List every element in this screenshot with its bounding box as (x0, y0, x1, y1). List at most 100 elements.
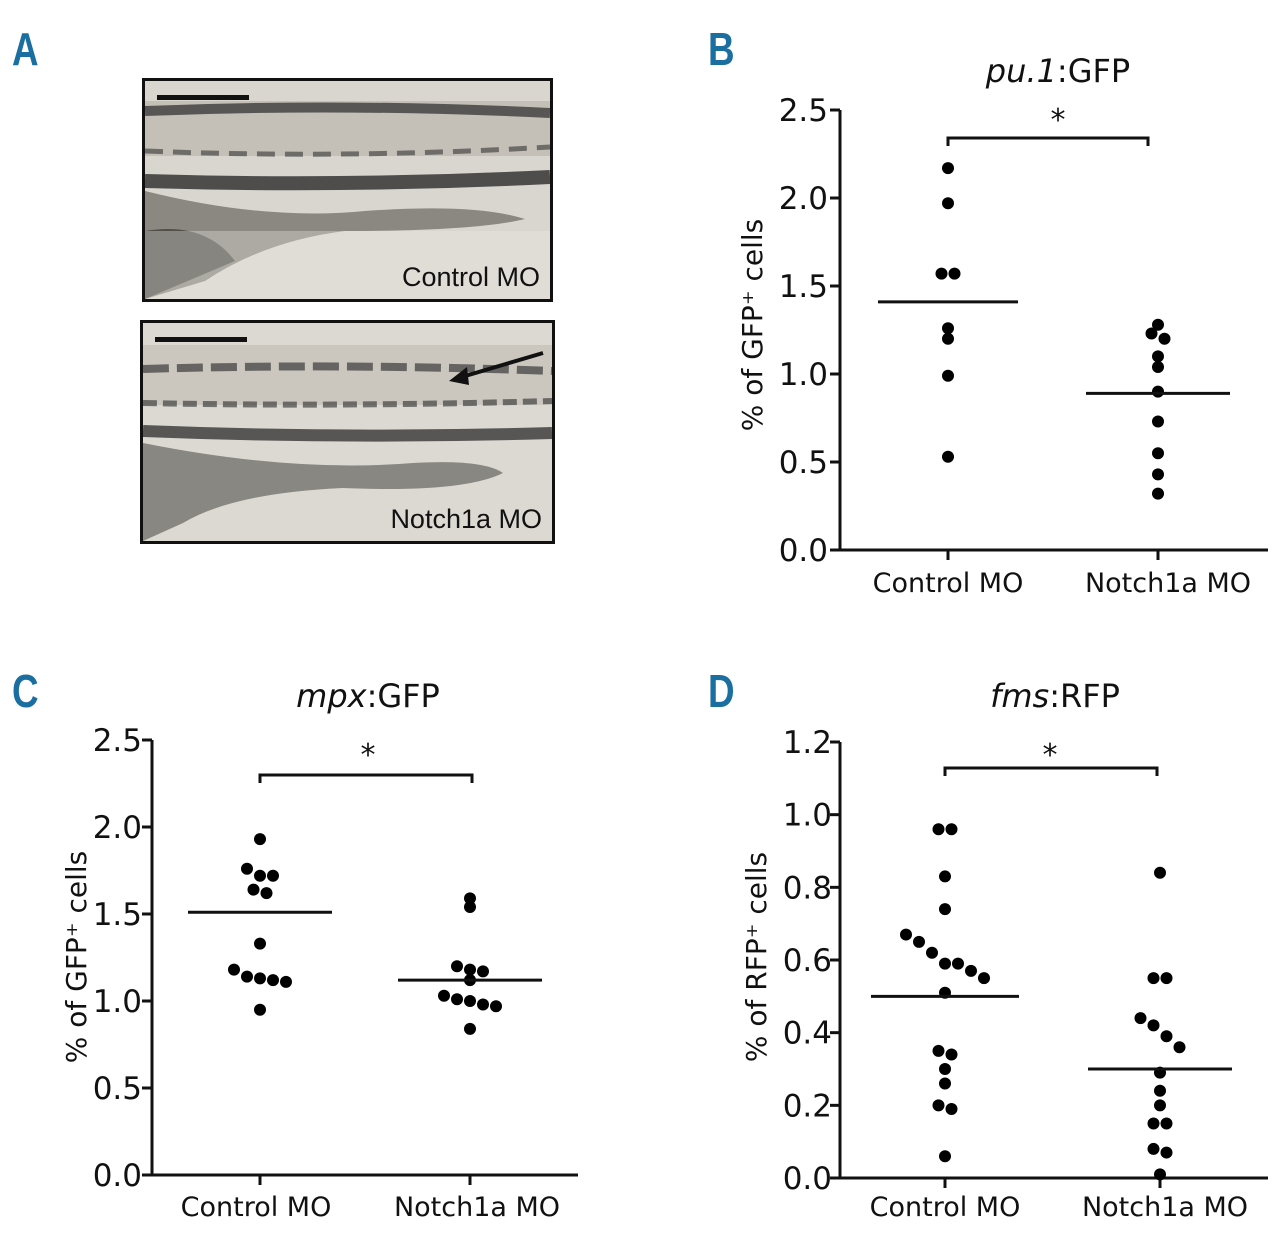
data-point (1147, 972, 1160, 985)
data-point (464, 995, 476, 1007)
data-point (939, 1063, 951, 1075)
data-point (260, 887, 273, 900)
chart-d-xtick-0: Control MO (870, 1192, 1021, 1223)
chart-d-significance: * (1043, 738, 1058, 773)
data-point (1152, 487, 1164, 500)
data-point (939, 903, 951, 916)
data-point (254, 1003, 266, 1016)
data-point (1152, 447, 1164, 460)
micrograph-label: Notch1a MO (390, 504, 542, 534)
micrograph-notch1a: Notch1a MO (140, 320, 555, 544)
data-point (952, 957, 964, 970)
data-point (280, 975, 292, 988)
scale-bar (155, 337, 247, 342)
y-tick-label: 2.5 (779, 93, 828, 129)
data-point (1152, 318, 1164, 331)
y-tick-label: 2.0 (779, 181, 828, 217)
data-point (932, 823, 945, 836)
chart-d-xtick-1: Notch1a MO (1082, 1192, 1248, 1223)
data-point (939, 957, 951, 970)
data-point (1154, 866, 1166, 879)
chart-b-significance: * (1051, 103, 1066, 138)
data-point (464, 1022, 476, 1035)
data-point (945, 1048, 958, 1061)
data-point (1154, 1084, 1166, 1097)
y-tick-label: 2.5 (93, 723, 142, 759)
data-point (935, 267, 948, 280)
data-point (477, 998, 489, 1011)
data-point (939, 1077, 951, 1090)
data-point (900, 928, 912, 941)
scale-bar (157, 95, 249, 100)
data-point (241, 970, 253, 983)
data-point (1147, 1142, 1160, 1155)
chart-b-title: pu.1:GFP (985, 52, 1130, 90)
data-point (254, 972, 266, 985)
y-tick-label: 0.4 (783, 1016, 832, 1052)
chart-b-xtick-0: Control MO (873, 568, 1024, 599)
data-point (241, 862, 253, 875)
y-tick-label: 1.0 (779, 357, 828, 393)
micrograph-control: Control MO (142, 78, 553, 302)
data-point (247, 883, 260, 896)
data-point (451, 993, 463, 1006)
y-tick-label: 0.6 (783, 943, 832, 979)
y-tick-label: 1.5 (779, 269, 828, 305)
data-point (948, 267, 961, 280)
y-tick-label: 1.5 (93, 897, 142, 933)
y-tick-label: 0.5 (93, 1071, 142, 1107)
data-point (965, 964, 977, 977)
chart-b-plot: 0.0 0.5 1.0 1.5 2.0 2.5 (779, 93, 1268, 569)
data-point (1173, 1041, 1186, 1054)
chart-c-title: mpx:GFP (296, 677, 440, 715)
data-point (942, 369, 954, 382)
data-point (1145, 327, 1158, 340)
y-tick-label: 0.0 (779, 533, 828, 569)
y-tick-label: 2.0 (93, 810, 142, 846)
y-tick-label: 0.0 (93, 1158, 142, 1194)
data-point (228, 963, 240, 976)
data-point (464, 892, 476, 905)
data-point (932, 1099, 945, 1112)
data-point (1152, 350, 1164, 363)
chart-d-plot: 0.0 0.2 0.4 0.6 0.8 1.0 1.2 (783, 725, 1268, 1197)
data-point (254, 869, 266, 882)
data-point (464, 901, 476, 914)
data-point (1152, 468, 1164, 481)
chart-c-plot: 0.0 0.5 1.0 1.5 2.0 2.5 (93, 723, 578, 1194)
data-point (939, 870, 951, 883)
data-point (1152, 415, 1164, 428)
data-point (1147, 1117, 1160, 1130)
chart-d-ylabel: % of RFP⁺ cells (740, 852, 773, 1062)
significance-bracket (258, 773, 474, 783)
y-tick-label: 0.8 (783, 870, 832, 906)
data-point (1154, 1168, 1166, 1181)
data-point (1154, 1099, 1166, 1112)
micrograph-control-image (145, 81, 550, 299)
panel-letter-a: A (12, 23, 39, 75)
chart-c-significance: * (361, 738, 376, 773)
data-point (942, 332, 954, 345)
data-point (978, 972, 990, 985)
chart-c-xtick-0: Control MO (181, 1192, 332, 1223)
y-tick-label: 1.2 (783, 725, 832, 761)
y-tick-label: 1.0 (783, 798, 832, 834)
panel-letter-c: C (12, 665, 39, 717)
data-point (1160, 972, 1173, 985)
micrograph-label: Control MO (401, 262, 540, 292)
y-tick-label: 0.2 (783, 1088, 832, 1124)
data-point (926, 946, 938, 959)
chart-d-title: fms:RFP (990, 677, 1120, 715)
data-point (945, 823, 958, 836)
data-point (1134, 1012, 1147, 1025)
data-point (1152, 360, 1164, 373)
data-point (1160, 1146, 1173, 1159)
data-point (477, 965, 489, 978)
data-point (1158, 332, 1171, 345)
data-point (267, 974, 279, 987)
chart-c-ylabel: % of GFP⁺ cells (60, 851, 93, 1064)
data-point (942, 450, 954, 463)
